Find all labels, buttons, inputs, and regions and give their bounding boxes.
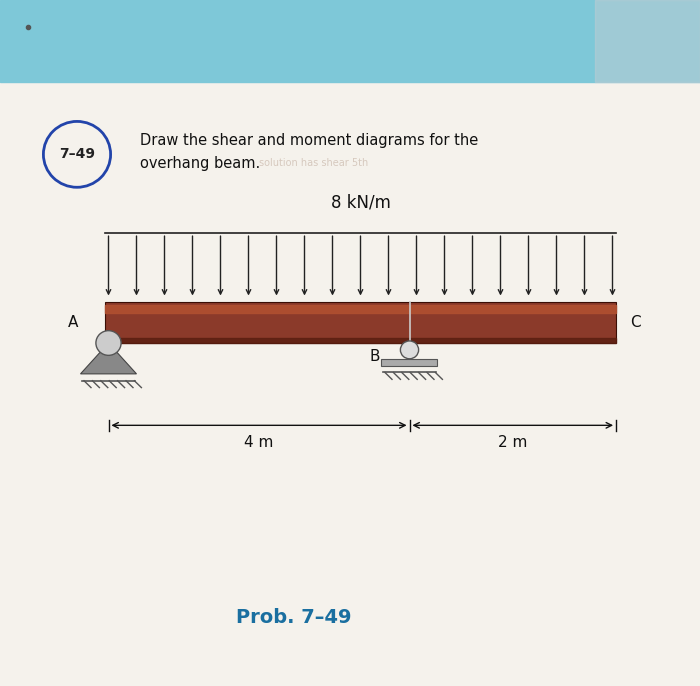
Text: 2 m: 2 m xyxy=(498,435,527,450)
Bar xyxy=(105,305,616,314)
Text: overhang beam.: overhang beam. xyxy=(140,156,260,171)
Bar xyxy=(0,0,700,82)
Circle shape xyxy=(96,331,121,355)
Text: A: A xyxy=(69,315,78,330)
Bar xyxy=(105,338,616,343)
Text: 4 m: 4 m xyxy=(244,435,274,450)
Text: C: C xyxy=(630,315,640,330)
Text: 7–49: 7–49 xyxy=(59,147,95,161)
Text: B: B xyxy=(370,349,379,364)
Polygon shape xyxy=(80,343,136,374)
Text: Draw the shear and moment diagrams for the: Draw the shear and moment diagrams for t… xyxy=(140,133,478,148)
Bar xyxy=(105,302,616,343)
Bar xyxy=(382,359,438,366)
Text: Prob. 7–49: Prob. 7–49 xyxy=(237,608,351,627)
Text: solution has shear 5th: solution has shear 5th xyxy=(259,158,368,168)
Text: 8 kN/m: 8 kN/m xyxy=(330,193,391,211)
Circle shape xyxy=(400,341,419,359)
